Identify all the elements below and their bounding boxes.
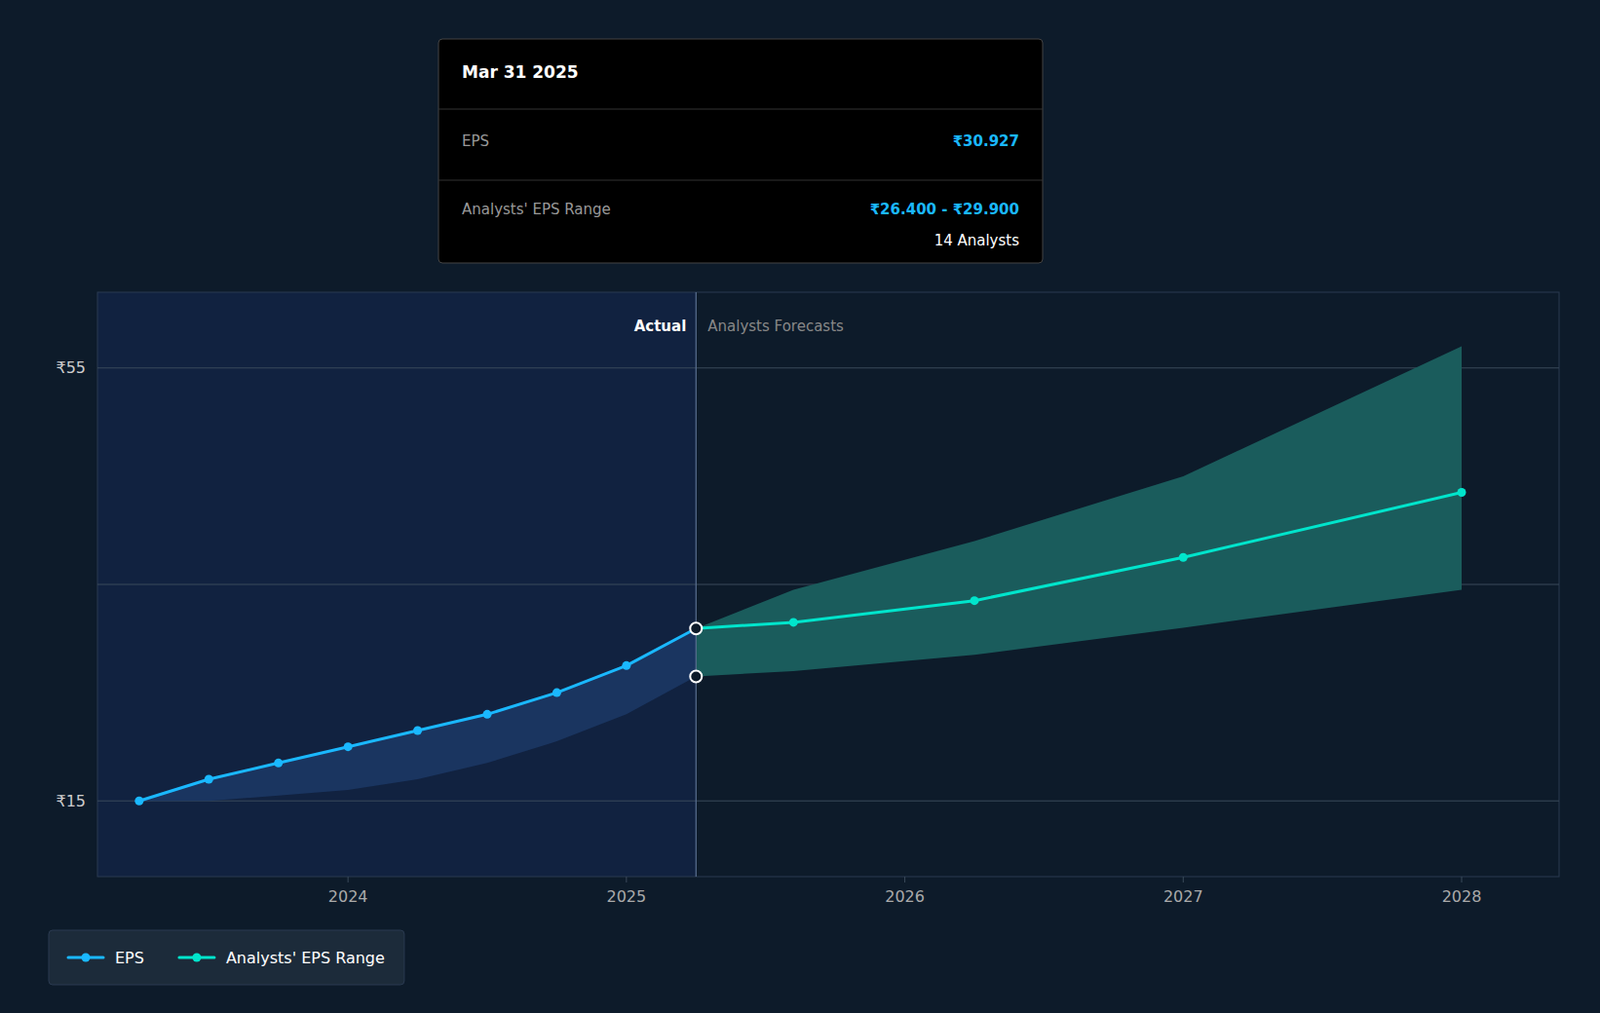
point	[552, 688, 562, 698]
point	[343, 742, 353, 752]
point	[789, 617, 799, 627]
legend: EPS Analysts' EPS Range	[48, 930, 405, 986]
tooltip-label: EPS	[461, 132, 490, 151]
x-tick-label: 2026	[884, 887, 925, 907]
point	[413, 726, 422, 736]
legend-label: EPS	[114, 949, 145, 968]
range-band	[695, 346, 1462, 678]
x-tick	[625, 876, 627, 883]
point	[621, 661, 631, 671]
point	[483, 710, 493, 720]
grid-line	[97, 800, 1560, 802]
y-tick-label: ₹15	[55, 792, 86, 811]
background	[0, 0, 1600, 1013]
x-tick-label: 2025	[606, 887, 647, 907]
x-tick-label: 2028	[1442, 887, 1483, 907]
region-label: Actual	[634, 317, 687, 336]
point	[273, 759, 283, 768]
tooltip-separator	[438, 109, 1043, 111]
tooltip-label: Analysts' EPS Range	[461, 200, 611, 219]
legend-marker	[81, 953, 91, 963]
plot-frame	[97, 292, 1560, 877]
x-tick-label: 2024	[328, 887, 369, 907]
divider-point	[689, 622, 702, 635]
tooltip-value: ₹30.927	[952, 132, 1020, 151]
divider-line	[695, 292, 697, 877]
point	[204, 775, 214, 785]
legend-box	[48, 930, 405, 986]
tooltip-value: ₹26.400 - ₹29.900	[870, 200, 1020, 219]
divider-point	[689, 670, 702, 683]
tooltip-title: Mar 31 2025	[461, 62, 579, 82]
point	[1179, 553, 1188, 563]
tooltip: Mar 31 2025 EPS ₹30.927 Analysts' EPS Range…	[438, 38, 1043, 264]
legend-label: Analysts' EPS Range	[226, 949, 385, 968]
tooltip-separator	[438, 180, 1043, 182]
x-tick	[347, 876, 349, 883]
grid-line	[97, 367, 1560, 369]
chart: ₹15 ₹55 2024 2025 2026 2027 2028 Actual Analysts…	[0, 0, 1600, 1013]
y-tick-label: ₹55	[55, 358, 86, 378]
tooltip-note: 14 Analysts	[934, 231, 1021, 250]
point	[1457, 488, 1467, 497]
line	[695, 493, 1462, 630]
x-tick	[1461, 876, 1463, 883]
line	[139, 628, 696, 801]
range-band	[139, 628, 696, 801]
plot-data	[134, 292, 1466, 877]
tooltip-box	[438, 38, 1043, 264]
x-tick	[1182, 876, 1184, 883]
point	[970, 596, 980, 606]
legend-marker	[191, 953, 201, 963]
region-label: Analysts Forecasts	[707, 317, 844, 336]
x-tick-label: 2027	[1163, 887, 1204, 907]
x-tick	[904, 876, 906, 883]
point	[134, 797, 144, 806]
